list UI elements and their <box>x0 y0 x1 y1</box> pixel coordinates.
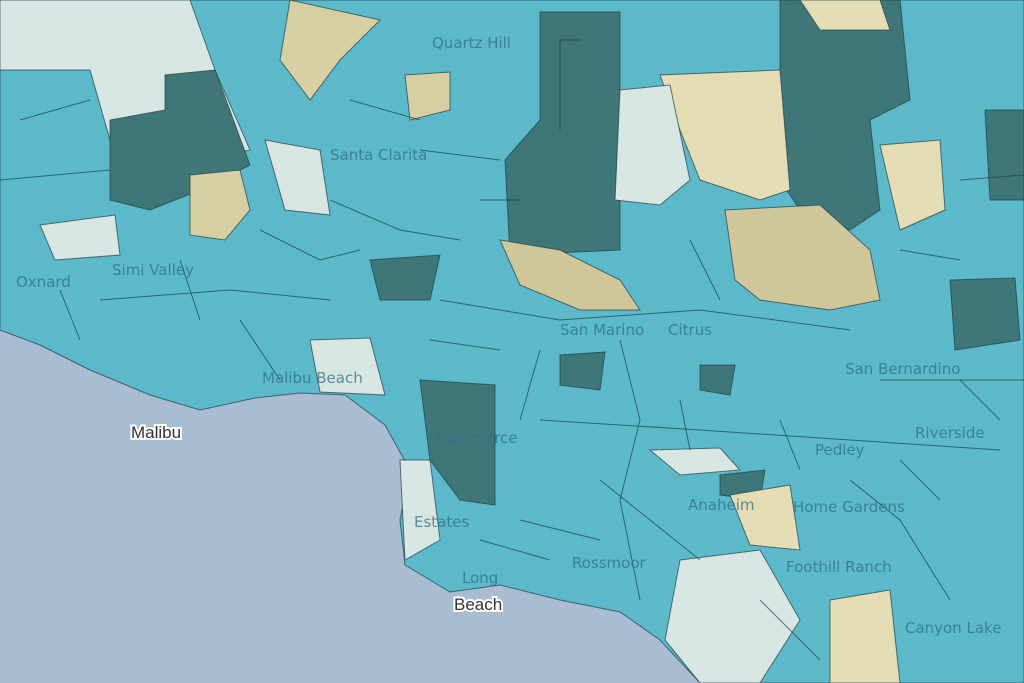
tract-lines <box>99 39 1024 601</box>
place-label: Long <box>462 569 498 587</box>
region <box>404 71 451 121</box>
place-label: Riverside <box>915 424 985 442</box>
labels: Quartz Hill Santa Clarita Simi Valley Oxnar… <box>16 34 1001 637</box>
region <box>419 379 496 506</box>
region <box>39 214 121 261</box>
region <box>399 459 441 561</box>
place-label: Rossmoor <box>572 554 647 572</box>
tract-lines <box>0 99 1001 661</box>
place-label: Simi Valley <box>112 261 194 279</box>
place-label: Anaheim <box>688 496 754 514</box>
region <box>829 589 901 683</box>
place-label: San Bernardino <box>845 360 960 378</box>
region <box>264 139 331 216</box>
region <box>984 109 1024 201</box>
region <box>499 239 641 311</box>
place-label: Pedley <box>815 441 865 459</box>
region <box>279 0 381 101</box>
place-label: Canyon Lake <box>905 619 1001 637</box>
region <box>729 484 801 551</box>
region <box>664 549 801 683</box>
region <box>949 277 1021 351</box>
region <box>648 447 742 476</box>
region <box>614 84 691 206</box>
region <box>559 351 606 391</box>
place-label: Santa Clarita <box>330 146 427 164</box>
region <box>309 337 386 396</box>
place-label: San Marino <box>560 321 644 339</box>
place-label: Oxnard <box>16 273 71 291</box>
region <box>369 254 441 301</box>
place-label: Estates <box>414 513 469 531</box>
region <box>724 204 881 311</box>
place-label: Citrus <box>668 321 712 339</box>
region <box>879 139 946 231</box>
place-label: Home Gardens <box>793 498 905 516</box>
region <box>659 69 791 201</box>
place-label: Malibu Beach <box>262 369 363 387</box>
region <box>189 169 251 241</box>
place-label: Commerce <box>436 429 517 447</box>
major-label: Beach <box>454 595 502 614</box>
region <box>799 0 891 31</box>
place-label: Quartz Hill <box>432 34 511 52</box>
place-label: Foothill Ranch <box>786 558 892 576</box>
major-label: Malibu <box>131 423 181 442</box>
region <box>699 364 736 396</box>
